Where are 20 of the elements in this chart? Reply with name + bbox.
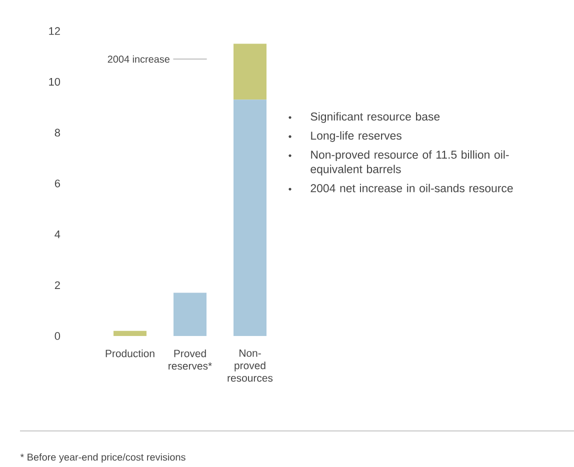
text: Significant resource base	[310, 112, 440, 123]
y-tick-label: 0	[54, 332, 60, 340]
y-tick-label: 10	[49, 78, 60, 86]
x-tick-label: Production	[106, 350, 154, 358]
y-tick-label: 8	[54, 128, 60, 137]
y-tick-label: 12	[49, 27, 60, 35]
y-tick-label: 2	[54, 281, 60, 289]
annotation: 2004 increase	[108, 55, 170, 63]
text: * Before year-end price/cost revisions	[20, 453, 186, 463]
text: 2004 net increase in oil-sands resource	[310, 184, 513, 192]
y-tick-label: 6	[54, 180, 60, 188]
text: Non-proved resource of 11.5 billion oil-equivalent barrels	[310, 150, 509, 176]
bar	[114, 330, 147, 336]
bar	[174, 292, 207, 336]
y-tick-label: 4	[54, 230, 60, 238]
text: Long-life reserves	[311, 131, 402, 142]
x-tick-label: Non-proved resources	[228, 350, 273, 382]
bar	[234, 100, 267, 336]
bar	[234, 44, 267, 100]
x-tick-label: Proved reserves*	[168, 350, 212, 370]
